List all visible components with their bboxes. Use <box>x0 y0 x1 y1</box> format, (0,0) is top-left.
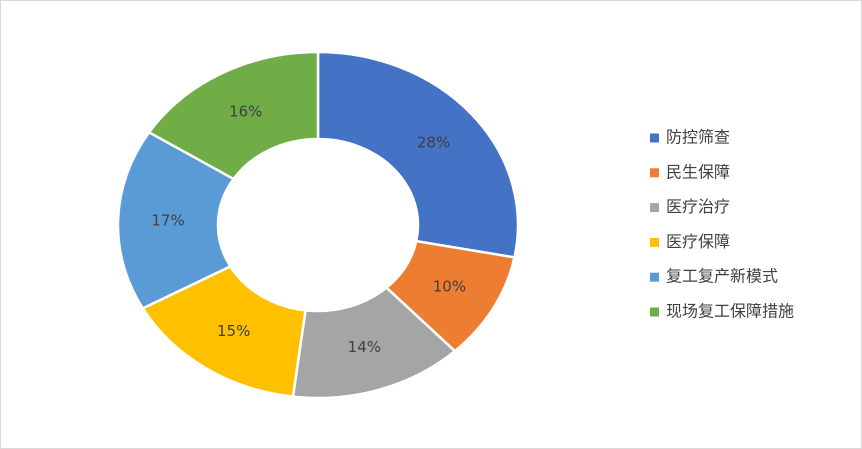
data-label: 16% <box>229 102 262 120</box>
legend-label: 现场复工保障措施 <box>666 302 794 321</box>
legend-swatch <box>650 237 659 247</box>
legend-label: 医疗保障 <box>666 232 730 251</box>
legend-label: 复工复产新模式 <box>666 267 778 286</box>
legend-swatch <box>650 203 659 213</box>
data-label: 28% <box>417 133 450 151</box>
legend-label: 防控筛查 <box>666 128 730 147</box>
legend-swatch <box>650 272 659 282</box>
legend-label: 医疗治疗 <box>666 197 730 216</box>
legend-label: 民生保障 <box>666 162 730 181</box>
data-label: 14% <box>348 338 381 356</box>
data-label: 17% <box>151 211 184 229</box>
donut-segment <box>116 130 236 310</box>
legend-swatch <box>650 168 659 178</box>
legend-swatch <box>650 133 659 143</box>
donut-segment <box>316 50 520 259</box>
legend-swatch <box>650 307 659 317</box>
donut-segment <box>147 50 320 181</box>
data-label: 10% <box>433 278 466 296</box>
data-label: 15% <box>217 322 250 340</box>
